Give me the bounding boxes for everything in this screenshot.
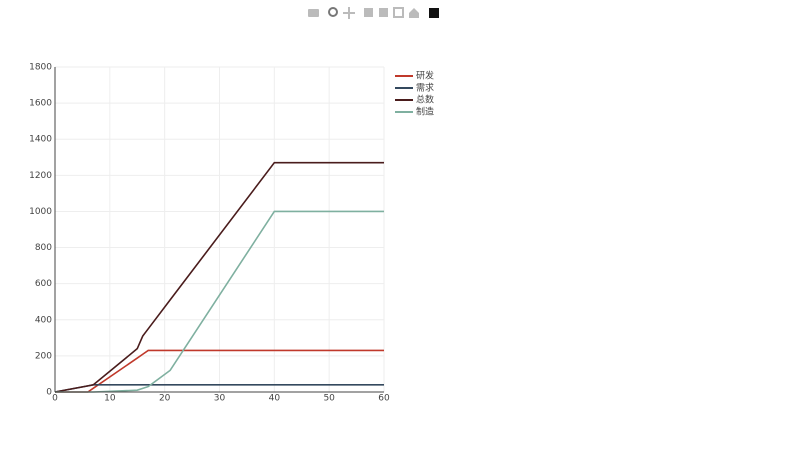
zoom-in-icon[interactable] [364,8,373,17]
y-tick-label: 1000 [29,207,52,217]
line-series [55,349,384,393]
plotly-logo[interactable] [429,8,439,18]
grid [54,66,385,393]
y-tick-label: 200 [35,351,52,361]
y-tick-label: 1600 [29,99,52,109]
reset-icon[interactable] [409,8,419,18]
modebar[interactable] [308,7,439,19]
line-series [54,161,384,393]
y-tick-label: 1400 [29,135,52,145]
x-tick-label: 50 [323,394,335,404]
x-tick-label: 40 [269,394,281,404]
zoom-out-icon[interactable] [379,8,388,17]
y-tick-label: 800 [35,243,52,253]
x-tick-label: 0 [52,394,58,404]
x-tick-label: 60 [378,394,390,404]
y-tick-label: 600 [35,279,52,289]
camera-icon[interactable] [308,9,319,17]
y-tick-label: 1200 [29,171,52,181]
y-tick-label: 0 [46,388,52,398]
pan-icon[interactable] [343,7,355,19]
legend-label: 需求 [416,82,434,94]
legend-label: 制造 [416,106,434,118]
legend-label: 总数 [416,94,434,106]
zoom-icon[interactable] [328,7,338,17]
y-tick-label: 400 [35,315,52,325]
axes: 0 200 400 600 800 1000 1200 1400 1600 1800 0 10 20 30… [29,63,390,404]
autoscale-icon[interactable] [393,7,404,18]
x-tick-label: 20 [159,394,171,404]
y-tick-label: 1800 [29,63,52,73]
x-tick-label: 10 [104,394,116,404]
legend-label: 研发 [416,70,434,82]
x-tick-label: 30 [214,394,226,404]
